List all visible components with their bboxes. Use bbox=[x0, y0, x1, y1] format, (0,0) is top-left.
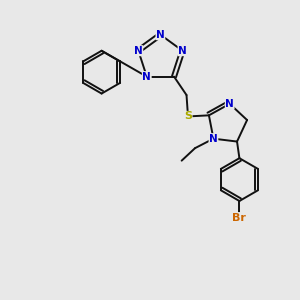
Text: N: N bbox=[142, 72, 151, 82]
Text: N: N bbox=[156, 30, 165, 40]
Text: Br: Br bbox=[232, 213, 246, 223]
Text: S: S bbox=[184, 111, 192, 122]
Text: N: N bbox=[134, 46, 143, 56]
Text: N: N bbox=[209, 134, 218, 144]
Text: N: N bbox=[178, 46, 187, 56]
Text: N: N bbox=[225, 99, 234, 109]
